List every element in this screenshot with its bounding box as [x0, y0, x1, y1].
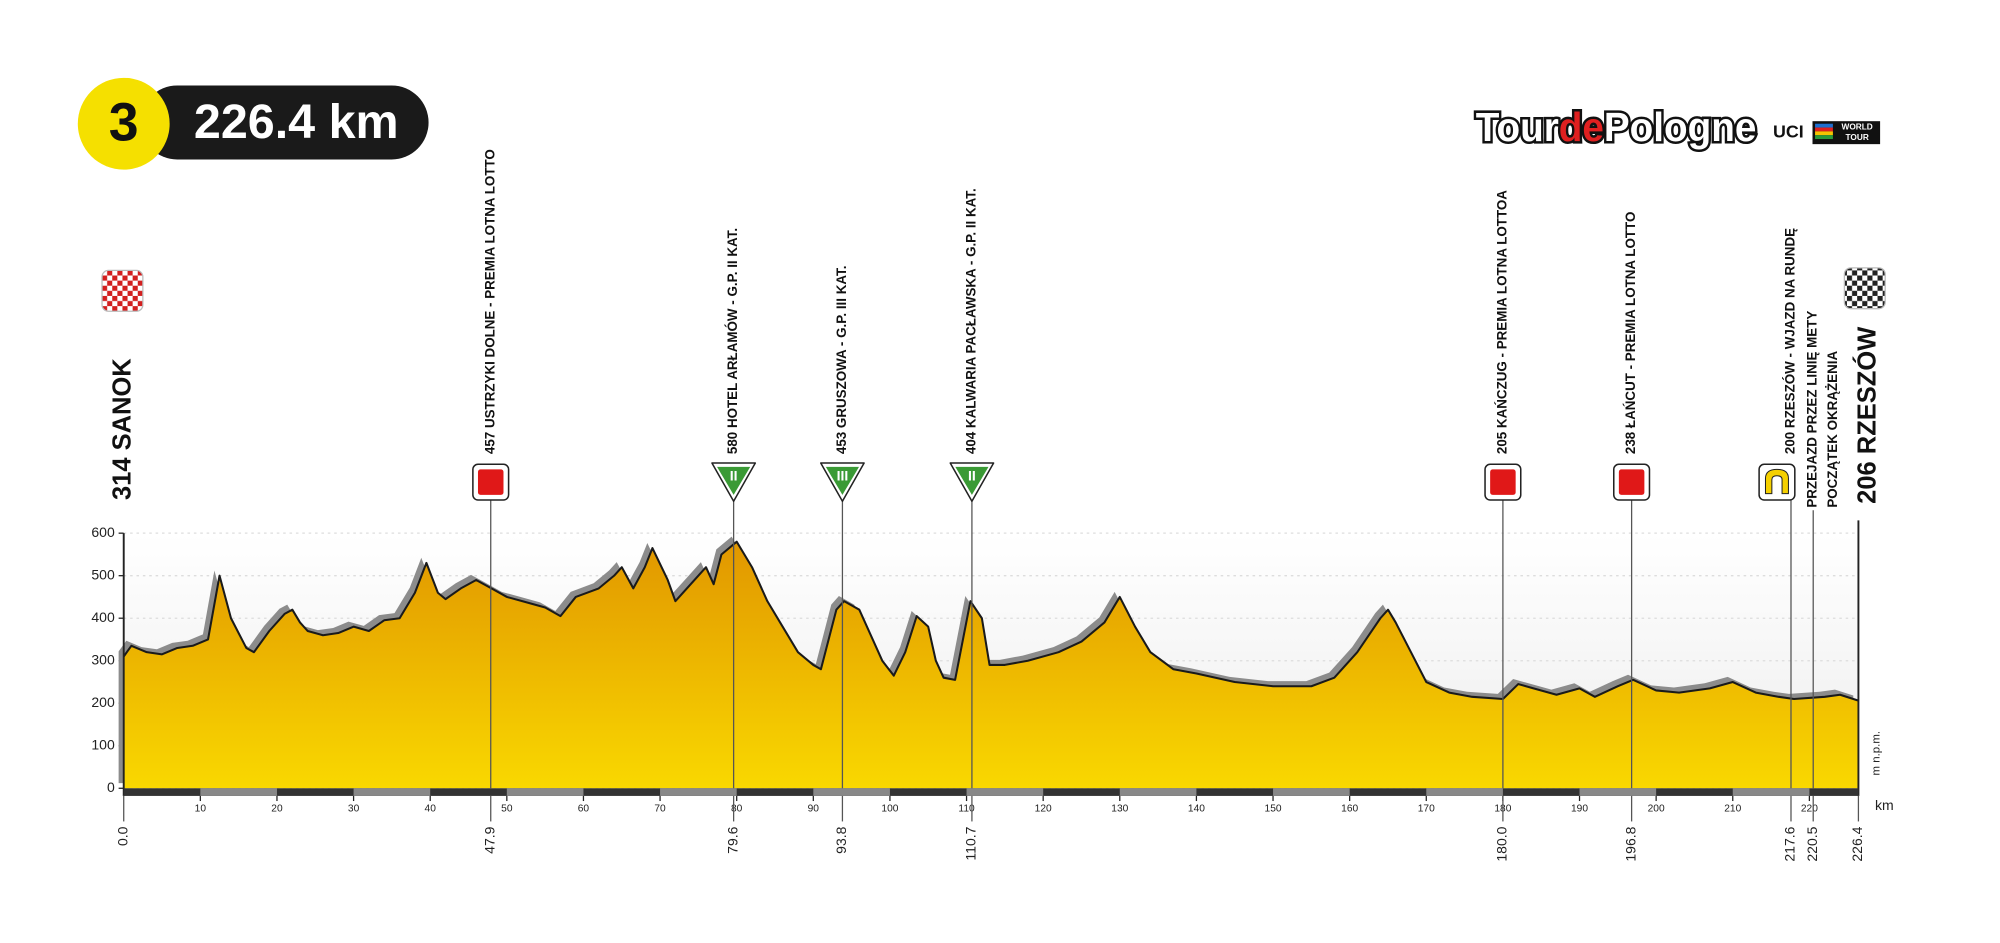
sprint-icon-fill: [477, 469, 504, 495]
profile-line: [122, 540, 1859, 702]
x-tick-label: 140: [1188, 803, 1205, 814]
km-label: 180.0: [1494, 826, 1510, 861]
waypoint-label: 238 ŁAŃCUT - PREMIA LOTNA LOTTO: [1623, 212, 1638, 454]
x-tick-label: 40: [425, 803, 437, 814]
y-tick-label: 400: [91, 609, 115, 625]
x-tick-label: 150: [1265, 803, 1282, 814]
climb-category: II: [730, 468, 738, 484]
y-tick-label: 500: [91, 566, 115, 582]
logo-part: de: [1559, 104, 1604, 150]
uci-logo: UCI: [1773, 121, 1804, 141]
x-tick-label: 110: [958, 803, 975, 814]
climb-icon-fill: [955, 466, 989, 495]
climb-icon-fill: [825, 466, 860, 495]
rainbow: [1815, 127, 1833, 132]
x-axis-label: km: [1875, 797, 1894, 813]
x-tick-label: 190: [1571, 803, 1588, 814]
scale-band: [353, 788, 431, 796]
waypoint-label: 453 GRUSZOWA - G.P. III KAT.: [834, 266, 849, 455]
rainbow: [1815, 135, 1833, 140]
km-label: 79.6: [724, 826, 740, 853]
km-label: 226.4: [1849, 826, 1865, 861]
x-tick-label: 60: [578, 803, 590, 814]
sprint-icon-fill: [1490, 469, 1516, 495]
y-tick-label: 200: [91, 694, 115, 710]
x-tick-label: 10: [195, 803, 207, 814]
waypoint-label: POCZĄTEK OKRĄŻENIA: [1825, 351, 1840, 508]
waypoint-label: 457 USTRZYKI DOLNE - PREMIA LOTNA LOTTO: [482, 149, 497, 454]
x-tick-label: 80: [731, 803, 743, 814]
x-tick-label: 70: [654, 803, 666, 814]
sprint-icon-fill: [1618, 469, 1645, 495]
km-label: 220.5: [1804, 826, 1820, 861]
scale-band: [1732, 788, 1810, 796]
climb-icon-fill: [717, 466, 751, 495]
scale-band: [813, 788, 890, 796]
climb-category: II: [968, 468, 976, 484]
x-tick-label: 220: [1801, 803, 1818, 814]
km-label: 47.9: [481, 826, 497, 853]
y-tick-label: 100: [91, 736, 115, 752]
logo-part: Tour: [1476, 104, 1559, 150]
logo: TourdePologne: [1476, 104, 1757, 150]
rainbow: [1815, 131, 1833, 136]
lap-icon-fill: [1764, 468, 1789, 495]
x-tick-label: 30: [348, 803, 360, 814]
x-tick-label: 170: [1418, 803, 1435, 814]
scale-band: [1119, 788, 1197, 796]
waypoint-label: 200 RZESZÓW - WJAZD NA RUNDĘ: [1783, 228, 1798, 454]
x-tick-label: 90: [808, 803, 820, 814]
stage-number: 3: [109, 93, 139, 152]
scale-band: [1579, 788, 1657, 796]
scale-band: [660, 788, 737, 796]
finish-flag: [1843, 267, 1886, 310]
finish-label: 206 RZESZÓW: [1851, 326, 1881, 504]
start-flag: [101, 269, 144, 312]
km-label: 93.8: [833, 826, 849, 853]
climb-category: III: [837, 468, 849, 484]
x-tick-label: 50: [501, 803, 513, 814]
scale-band: [966, 788, 1044, 796]
km-label: 110.7: [963, 826, 979, 860]
y-tick-label: 0: [107, 779, 115, 795]
km-label: 196.8: [1622, 826, 1638, 861]
x-tick-label: 200: [1648, 803, 1665, 814]
y-tick-label: 600: [91, 524, 115, 540]
x-tick-label: 160: [1341, 803, 1358, 814]
x-tick-label: 100: [881, 803, 898, 814]
stage-badge: [77, 77, 170, 170]
scale-band: [1426, 788, 1503, 796]
x-tick-label: 120: [1035, 803, 1052, 814]
x-tick-label: 130: [1111, 803, 1128, 814]
y-tick-label: 300: [91, 651, 115, 667]
waypoint-label: 205 KAŃCZUG - PREMIA LOTNA LOTTOA: [1494, 190, 1509, 454]
start-label: 314 SANOK: [108, 358, 136, 500]
logo-part: Pologne: [1604, 104, 1756, 150]
stage-distance: 226.4 km: [194, 95, 399, 149]
y-axis-label: m n.p.m.: [1870, 731, 1882, 776]
x-tick-label: 20: [271, 803, 283, 814]
waypoint-label: 580 HOTEL ARŁAMÓW - G.P. II KAT.: [725, 228, 740, 454]
waypoint-label: 404 KALWARIA PACŁAWSKA - G.P. II KAT.: [963, 188, 978, 454]
worldtour-text: WORLD: [1842, 122, 1873, 132]
rainbow: [1815, 123, 1833, 128]
waypoint-label: PRZEJAZD PRZEZ LINIĘ METY: [1805, 311, 1820, 508]
km-label: 217.6: [1782, 826, 1798, 861]
km-label: 0.0: [114, 826, 130, 846]
distance-pill: [140, 85, 429, 160]
scale-band: [506, 788, 584, 796]
worldtour-text: TOUR: [1845, 132, 1868, 142]
scale-band: [200, 788, 277, 796]
x-tick-label: 210: [1724, 803, 1741, 814]
scale-band: [1273, 788, 1350, 796]
